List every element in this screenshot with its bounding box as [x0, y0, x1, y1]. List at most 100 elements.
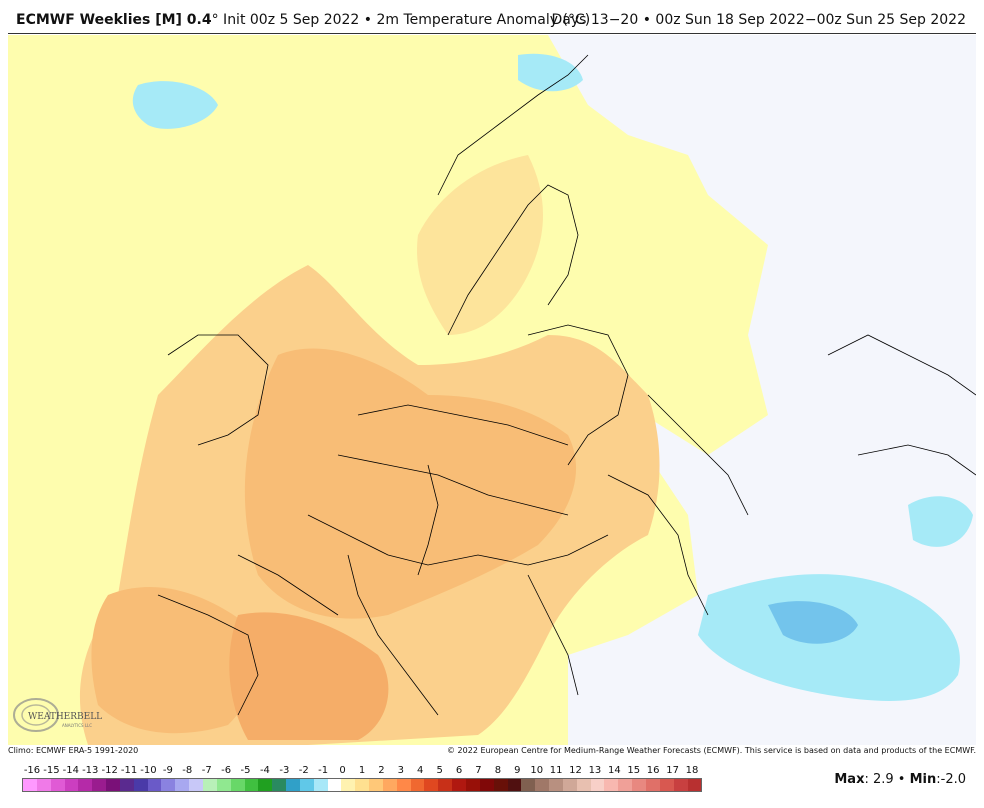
- legend-swatch: [673, 779, 688, 791]
- legend-swatch: [244, 779, 259, 791]
- legend-swatch: [147, 779, 162, 791]
- warm-anomaly-scandinavia: [417, 155, 543, 335]
- legend-label: 3: [397, 765, 404, 776]
- country-borders: [157, 54, 976, 716]
- legend-swatch: [410, 779, 425, 791]
- color-legend: -16 -15 -14 -13 -12 -11 -10 -9 -8 -7 -6 -5 -4 -3 -2 -1 0…: [22, 765, 702, 793]
- legend-swatch: [369, 779, 383, 791]
- warm-anomaly-core: [244, 348, 577, 619]
- legend-swatch: [562, 779, 577, 791]
- header-divider: [8, 33, 976, 34]
- legend-label: 9: [514, 765, 521, 776]
- legend-swatch: [632, 779, 646, 791]
- legend-label: -1: [318, 765, 329, 776]
- legend-swatch: [106, 779, 120, 791]
- legend-swatch: [161, 779, 176, 791]
- legend-swatch: [507, 779, 522, 791]
- cool-anomaly-north-atlantic: [132, 81, 218, 129]
- legend-swatch: [133, 779, 148, 791]
- legend-label: -14: [62, 765, 79, 776]
- legend-swatch: [659, 779, 674, 791]
- legend-swatch: [36, 779, 51, 791]
- legend-swatch: [521, 779, 536, 791]
- legend-label: -15: [43, 765, 60, 776]
- legend-label: 8: [494, 765, 502, 776]
- cool-anomaly-russia: [908, 496, 973, 547]
- legend-swatch: [604, 779, 619, 791]
- legend-label: -10: [140, 765, 157, 776]
- warm-anomaly-mediterranean: [229, 612, 389, 740]
- legend-label: 13: [588, 765, 602, 776]
- legend-label: 18: [685, 765, 699, 776]
- legend-labels: -16 -15 -14 -13 -12 -11 -10 -9 -8 -7 -6 -5 -4 -3 -2 -1 0…: [22, 765, 702, 777]
- legend-swatch: [64, 779, 79, 791]
- legend-swatch: [466, 779, 480, 791]
- climo-note: Climo: ECMWF ERA-5 1991-2020: [8, 746, 139, 755]
- legend-label: 14: [607, 765, 621, 776]
- legend-label: 2: [378, 765, 385, 776]
- legend-swatch: [216, 779, 231, 791]
- legend-swatch: [23, 779, 37, 791]
- legend-swatch: [286, 779, 300, 791]
- legend-swatch: [590, 779, 605, 791]
- legend-swatch: [535, 779, 550, 791]
- legend-label: 16: [646, 765, 660, 776]
- legend-swatch: [119, 779, 134, 791]
- legend-swatch: [618, 779, 633, 791]
- legend-swatch: [299, 779, 314, 791]
- legend-label: -6: [221, 765, 232, 776]
- legend-swatch: [452, 779, 466, 791]
- legend-swatch: [230, 779, 245, 791]
- legend-swatch: [493, 779, 508, 791]
- variable-name: 2m Temperature Anomaly (°C): [376, 12, 591, 28]
- min-value: :-2.0: [936, 772, 966, 787]
- title-separator: •: [359, 12, 377, 28]
- legend-label: -5: [240, 765, 251, 776]
- valid-period: Days 13−20 • 00z Sun 18 Sep 2022−00z Sun…: [551, 12, 967, 28]
- strong-cool-anomaly-black-sea: [768, 601, 858, 644]
- max-min-readout: Max: 2.9 • Min:-2.0: [834, 772, 966, 787]
- legend-label: 11: [549, 765, 563, 776]
- legend-swatch: [175, 779, 190, 791]
- legend-label: 15: [627, 765, 641, 776]
- legend-swatch: [479, 779, 494, 791]
- neutral-anomaly-east: [548, 35, 976, 745]
- legend-swatch: [382, 779, 397, 791]
- stats-separator: •: [893, 772, 910, 787]
- legend-swatch: [327, 779, 342, 791]
- max-value: : 2.9: [864, 772, 894, 787]
- map-title: ECMWF Weeklies [M] 0.4° Init 00z 5 Sep 2…: [16, 12, 590, 28]
- weatherbell-logo: WEATHERBELL ANALYTICS LLC: [13, 698, 102, 732]
- legend-label: 6: [455, 765, 463, 776]
- legend-label: 4: [417, 765, 424, 776]
- degree-sign: °: [211, 12, 219, 28]
- legend-label: -11: [120, 765, 138, 776]
- map-header: ECMWF Weeklies [M] 0.4° Init 00z 5 Sep 2…: [0, 0, 984, 34]
- cool-anomaly-norway: [518, 53, 583, 92]
- legend-swatch: [50, 779, 65, 791]
- legend-label: 17: [666, 765, 679, 776]
- map-footer: Climo: ECMWF ERA-5 1991-2020 © 2022 Euro…: [8, 745, 976, 757]
- logo-subtext: ANALYTICS LLC: [62, 723, 92, 728]
- legend-label: 1: [358, 765, 366, 776]
- legend-label: 12: [569, 765, 582, 776]
- init-time: Init 00z 5 Sep 2022: [218, 12, 360, 28]
- legend-swatch: [549, 779, 563, 791]
- legend-label: 5: [436, 765, 443, 776]
- legend-label: -8: [182, 765, 193, 776]
- legend-swatch: [313, 779, 328, 791]
- legend-label: -16: [23, 765, 41, 776]
- legend-label: 7: [475, 765, 482, 776]
- legend-label: -3: [279, 765, 290, 776]
- legend-swatch: [576, 779, 591, 791]
- legend-swatch: [438, 779, 453, 791]
- legend-label: -12: [101, 765, 118, 776]
- legend-swatch: [687, 779, 702, 791]
- max-label: Max: [834, 772, 865, 787]
- legend-label: 0: [339, 765, 346, 776]
- legend-swatch: [424, 779, 439, 791]
- legend-swatch: [355, 779, 370, 791]
- legend-swatch: [189, 779, 203, 791]
- model-name: ECMWF Weeklies [M] 0.4: [16, 12, 212, 28]
- min-label: Min: [909, 772, 937, 787]
